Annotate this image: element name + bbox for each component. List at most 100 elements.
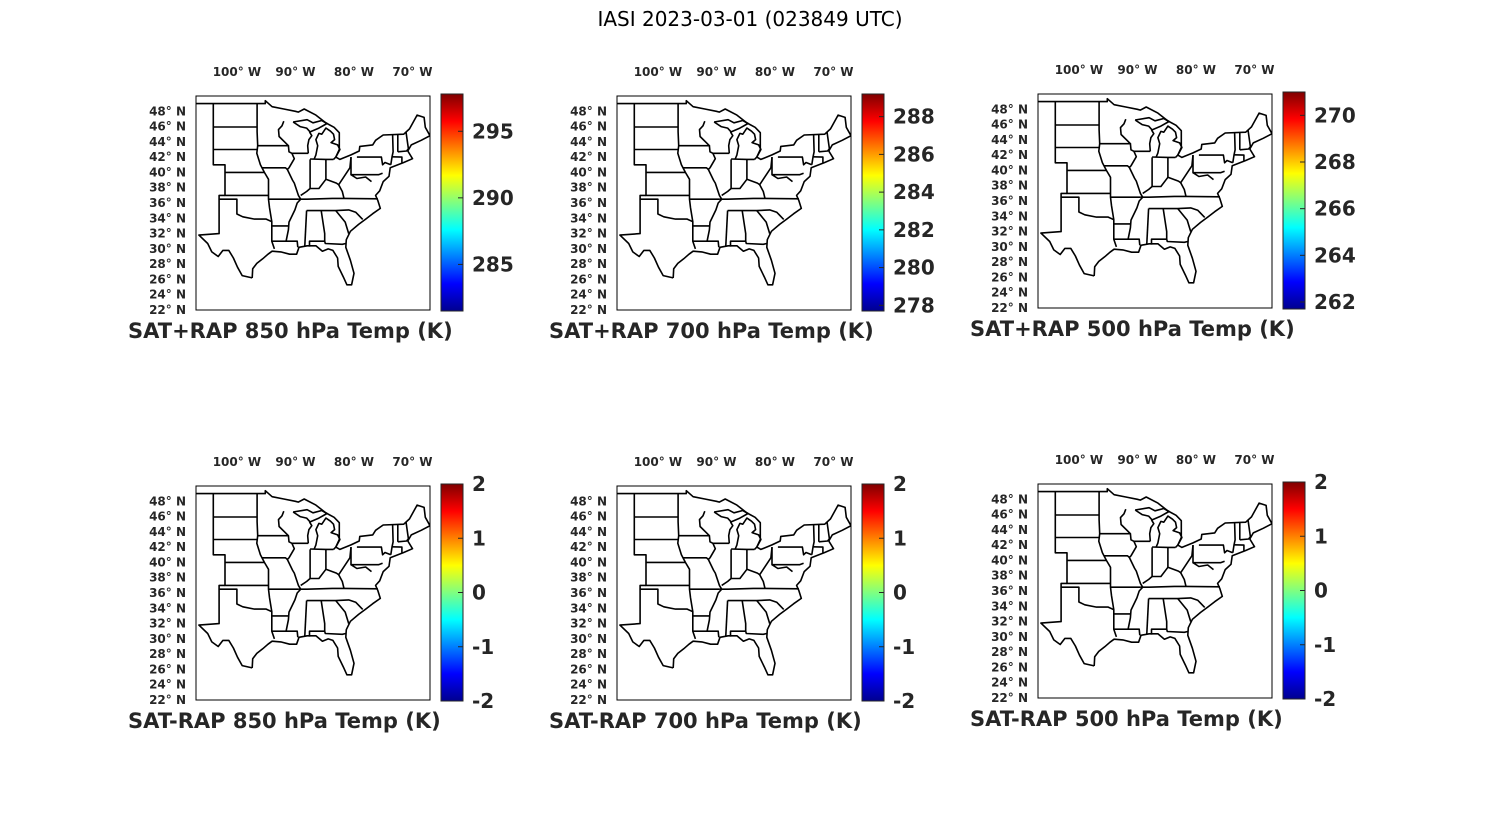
lat-tick-label: 36° N xyxy=(149,196,186,210)
map-frame xyxy=(616,95,852,311)
state-border xyxy=(1179,182,1187,197)
state-border xyxy=(1233,154,1245,161)
state-border xyxy=(1167,545,1194,574)
state-border xyxy=(672,524,851,676)
lon-tick-label: 90° W xyxy=(1117,453,1157,467)
state-border xyxy=(304,210,308,246)
state-border xyxy=(1093,522,1272,674)
state-border xyxy=(725,210,729,246)
map-figure: 100° W 90° W 80° W 70° W 48° N 46° N44° N42° … xyxy=(149,65,514,317)
state-border xyxy=(1198,154,1234,164)
map-figure: 100° W 90° W 80° W 70° W 48° N 46° N44° N42° … xyxy=(991,63,1356,315)
colorbar-tick-label: 286 xyxy=(893,142,935,166)
state-border xyxy=(639,194,646,200)
state-border xyxy=(391,546,403,553)
lat-tick-label: 44° N xyxy=(991,523,1028,537)
state-border xyxy=(719,197,799,200)
state-border xyxy=(1155,515,1183,548)
map-panel-sat-plus-rap-850: 100° W 90° W 80° W 70° W 48° N 46° N 44° N 42° … xyxy=(128,60,548,360)
lat-tick-label: 26° N xyxy=(570,662,607,676)
map-frame xyxy=(1037,483,1273,699)
state-border xyxy=(350,174,372,183)
state-border xyxy=(777,546,813,556)
colorbar-tick-label: 270 xyxy=(1314,103,1356,127)
lat-tick-label: 48° N xyxy=(149,494,186,508)
state-border xyxy=(1148,129,1155,152)
state-border xyxy=(356,156,392,166)
state-border xyxy=(257,510,290,537)
lat-tick-label: 36° N xyxy=(570,586,607,600)
state-border xyxy=(756,210,771,234)
state-border xyxy=(1233,544,1245,551)
lat-tick-label: 24° N xyxy=(570,288,607,302)
lon-tick-label: 80° W xyxy=(1176,63,1216,77)
state-border xyxy=(727,131,734,154)
lat-tick-label: 42° N xyxy=(149,150,186,164)
lon-tick-label: 80° W xyxy=(334,65,374,79)
lat-tick-label: 44° N xyxy=(570,525,607,539)
lat-tick-label: 40° N xyxy=(570,555,607,569)
state-border xyxy=(1232,522,1236,553)
state-border xyxy=(313,517,341,550)
lon-tick-label: 100° W xyxy=(1055,453,1103,467)
lat-tick-label: 28° N xyxy=(570,647,607,661)
lat-tick-label: 34° N xyxy=(991,599,1028,613)
state-border xyxy=(719,587,799,590)
map-figure: 100° W 90° W 80° W 70° W 48° N 46° N44° N42° … xyxy=(149,455,494,713)
colorbar-tick-label: 0 xyxy=(893,581,907,605)
state-border xyxy=(1192,562,1214,571)
state-border xyxy=(713,508,749,523)
map-frame xyxy=(1037,93,1273,309)
state-border xyxy=(731,568,748,580)
figure-title: IASI 2023-03-01 (023849 UTC) xyxy=(597,7,903,31)
state-border xyxy=(1165,238,1188,244)
state-border xyxy=(337,574,345,589)
lat-tick-label: 42° N xyxy=(149,540,186,554)
colorbar-tick-label: -2 xyxy=(1314,687,1336,711)
state-border xyxy=(1152,176,1169,188)
state-border xyxy=(212,103,269,197)
lat-tick-label: 22° N xyxy=(570,693,607,707)
lat-tick-label: 34° N xyxy=(991,209,1028,223)
map-panel-sat-minus-rap-850: 100° W 90° W 80° W 70° W 48° N 46° N 44° N 42° … xyxy=(128,450,548,750)
lon-tick-label: 100° W xyxy=(1055,63,1103,77)
lat-tick-label: 40° N xyxy=(149,555,186,569)
map-figure: 100° W 90° W 80° W 70° W 48° N 46° N44° N42° … xyxy=(570,65,935,317)
state-border xyxy=(619,588,697,669)
state-border xyxy=(251,524,430,676)
state-border xyxy=(218,194,225,200)
state-border xyxy=(758,184,766,199)
state-boundaries xyxy=(1038,487,1272,674)
state-border xyxy=(1099,118,1132,145)
state-border xyxy=(306,599,364,610)
colorbar-tick-label: -1 xyxy=(893,635,915,659)
lat-tick-label: 32° N xyxy=(991,225,1028,239)
lat-tick-label: 22° N xyxy=(149,693,186,707)
lat-tick-label: 32° N xyxy=(570,227,607,241)
colorbar-tick-label: 1 xyxy=(472,526,486,550)
colorbar xyxy=(861,93,885,312)
colorbar-tick-label: 284 xyxy=(893,180,935,204)
state-border xyxy=(323,240,346,246)
lat-tick-label: 44° N xyxy=(149,135,186,149)
state-border xyxy=(1179,572,1187,587)
lat-tick-label: 30° N xyxy=(149,632,186,646)
state-border xyxy=(335,600,350,624)
lon-tick-label: 80° W xyxy=(755,455,795,469)
lat-tick-label: 24° N xyxy=(991,286,1028,300)
lat-tick-label: 48° N xyxy=(991,492,1028,506)
lon-tick-label: 90° W xyxy=(275,65,315,79)
state-border xyxy=(746,547,773,576)
lat-tick-label: 46° N xyxy=(991,508,1028,522)
state-border xyxy=(1127,557,1144,636)
lat-tick-label: 48° N xyxy=(570,494,607,508)
state-border xyxy=(1040,586,1118,667)
state-border xyxy=(1167,155,1194,184)
state-border xyxy=(744,240,767,246)
map-panel-sat-minus-rap-500: 100° W 90° W 80° W 70° W 48° N 46° N 44° N 42° … xyxy=(970,448,1390,748)
state-border xyxy=(251,134,430,286)
state-border xyxy=(672,134,851,286)
state-border xyxy=(198,588,276,669)
state-border xyxy=(1142,157,1153,195)
state-border xyxy=(1104,143,1138,169)
